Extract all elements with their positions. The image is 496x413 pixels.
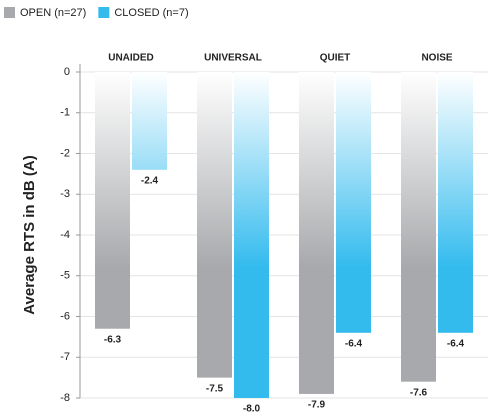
- category-label: QUIET: [320, 53, 351, 64]
- legend-label: OPEN (n=27): [20, 7, 86, 19]
- category-label: NOISE: [421, 53, 452, 64]
- data-label: -7.6: [410, 387, 428, 398]
- y-tick-label: -8: [60, 392, 70, 404]
- bar: [438, 72, 473, 333]
- y-tick-label: -7: [60, 351, 70, 363]
- data-label: -6.4: [447, 338, 465, 349]
- legend-swatch: [98, 7, 110, 18]
- data-label: -8.0: [243, 404, 261, 413]
- bar: [95, 72, 130, 329]
- category-label: UNAIDED: [108, 53, 154, 64]
- y-tick-label: -4: [60, 229, 70, 241]
- bar: [197, 72, 232, 378]
- category-label: UNIVERSAL: [204, 53, 262, 64]
- data-label: -7.5: [206, 383, 224, 394]
- y-axis-label: Average RTS in dB (A): [21, 155, 38, 314]
- y-tick-label: -5: [60, 270, 70, 282]
- y-tick-label: 0: [64, 66, 70, 78]
- data-label: -7.9: [308, 400, 326, 411]
- bar: [336, 72, 371, 333]
- legend-swatch: [4, 7, 15, 18]
- data-label: -2.4: [141, 175, 159, 186]
- y-tick-label: -3: [60, 188, 70, 200]
- y-tick-label: -2: [60, 147, 70, 159]
- y-tick-label: -6: [60, 310, 70, 322]
- data-label: -6.3: [104, 334, 122, 345]
- legend-label: CLOSED (n=7): [114, 7, 188, 19]
- bar: [299, 72, 334, 394]
- bar: [401, 72, 436, 382]
- bar: [132, 72, 167, 170]
- y-tick-label: -1: [60, 107, 70, 119]
- data-label: -6.4: [345, 338, 363, 349]
- bar: [234, 72, 269, 398]
